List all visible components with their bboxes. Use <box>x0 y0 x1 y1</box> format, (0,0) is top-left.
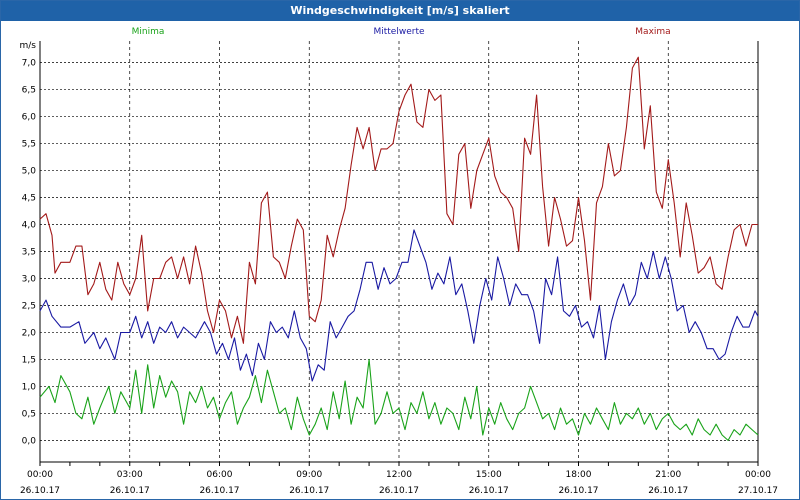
legend-mittelwerte: Mittelwerte <box>373 27 424 37</box>
x-tick-date: 26.10.17 <box>648 486 688 496</box>
y-tick-label: 1,5 <box>22 355 36 365</box>
y-tick-label: 5,5 <box>22 140 36 150</box>
y-tick-label: 3,0 <box>22 274 37 284</box>
legend-minima: Minima <box>132 27 165 37</box>
axes <box>39 41 759 466</box>
x-tick-date: 26.10.17 <box>20 486 60 496</box>
x-tick-time: 18:00 <box>566 470 592 480</box>
x-tick-time: 09:00 <box>296 470 322 480</box>
x-tick-date: 26.10.17 <box>199 486 239 496</box>
y-tick-label: 4,0 <box>22 221 37 231</box>
x-tick-time: 06:00 <box>207 470 233 480</box>
y-tick-label: 6,0 <box>22 113 37 123</box>
x-tick-date: 26.10.17 <box>289 486 329 496</box>
y-tick-label: 4,5 <box>22 194 36 204</box>
y-tick-label: 2,0 <box>22 328 37 338</box>
x-tick-time: 00:00 <box>745 470 771 480</box>
x-tick-time: 03:00 <box>117 470 143 480</box>
y-tick-label: 7,0 <box>22 59 37 69</box>
x-tick-date: 26.10.17 <box>379 486 419 496</box>
y-tick-label: 6,5 <box>22 86 36 96</box>
x-tick-time: 00:00 <box>27 470 53 480</box>
x-tick-date: 27.10.17 <box>738 486 778 496</box>
series-group <box>39 56 759 441</box>
x-tick-date: 26.10.17 <box>110 486 150 496</box>
y-tick-label: 3,5 <box>22 248 36 258</box>
chart-title: Windgeschwindigkeit [m/s] skaliert <box>1 1 799 21</box>
grid <box>40 41 758 462</box>
y-tick-label: 0,5 <box>22 409 36 419</box>
x-tick-date: 26.10.17 <box>469 486 509 496</box>
y-axis-unit: m/s <box>20 41 37 51</box>
series-line-maxima <box>39 56 758 344</box>
series-line-minima <box>39 358 759 441</box>
y-tick-label: 2,5 <box>22 301 36 311</box>
line-chart: 0,0 0,5 1,0 1,5 2,0 2,5 3,0 3,5 4,0 4,5 5,0 5,5 6,0 6… <box>20 27 779 496</box>
legend-maxima: Maxima <box>635 27 670 37</box>
legend: Minima Mittelwerte Maxima <box>132 27 671 37</box>
y-tick-label: 0,0 <box>22 436 37 446</box>
series-line-mittelwerte <box>39 229 759 382</box>
y-tick-label: 5,0 <box>22 167 37 177</box>
tick-labels: 0,0 0,5 1,0 1,5 2,0 2,5 3,0 3,5 4,0 4,5 5,0 5,5 6,0 6… <box>20 41 779 496</box>
x-tick-time: 15:00 <box>476 470 502 480</box>
x-tick-time: 12:00 <box>386 470 412 480</box>
x-tick-time: 21:00 <box>655 470 681 480</box>
y-tick-label: 1,0 <box>22 382 37 392</box>
x-tick-date: 26.10.17 <box>558 486 598 496</box>
